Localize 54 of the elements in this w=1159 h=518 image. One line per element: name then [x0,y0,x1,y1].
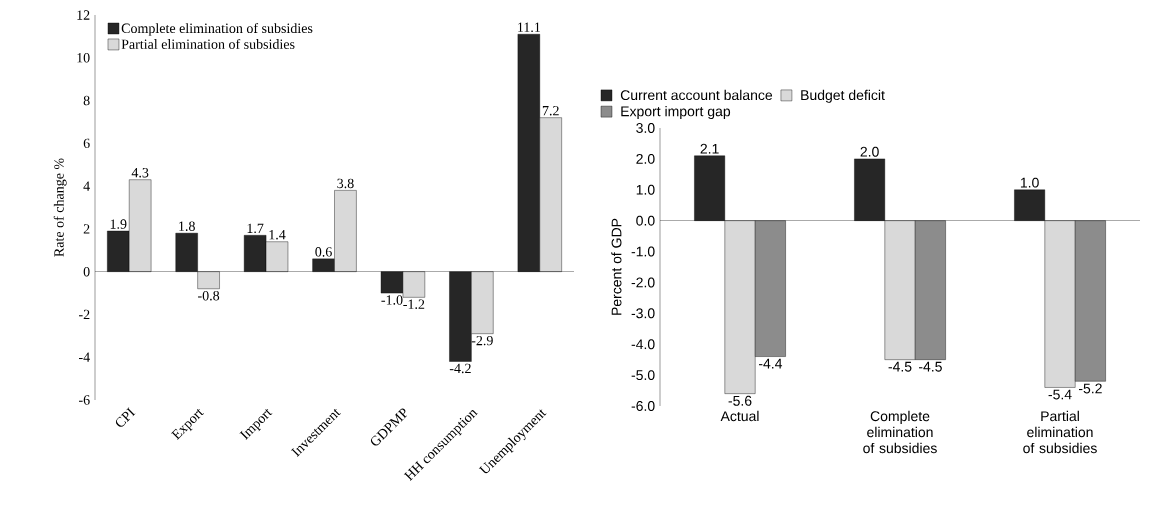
legend-label: Export import gap [621,106,731,120]
y-tick-label: -1.0 [631,246,655,257]
data-label: -4.5 [918,361,942,372]
y-tick-label: -6 [78,395,90,405]
y-tick-label: -2 [78,309,90,320]
y-tick-label: -4 [78,352,90,362]
x-tick-label: Complete elimination of subsidies [863,410,937,454]
x-tick-label: Partial elimination of subsidies [1023,410,1097,454]
data-label: -1.2 [403,299,425,309]
data-label: 4.3 [131,168,149,178]
y-tick-label: 0 [83,266,90,277]
data-label: -5.2 [1078,383,1102,394]
data-label: 2.1 [700,143,719,154]
data-label: -4.5 [888,361,912,372]
y-axis-title: Rate of change % [53,158,67,257]
x-tick-label: CPI [115,407,136,427]
data-label: 2.0 [860,146,879,157]
legend-label: Budget deficit [801,89,885,103]
x-tick-label: Actual [720,410,759,422]
data-label: -4.2 [449,363,471,374]
data-label: 7.2 [542,106,559,116]
data-label: 1.4 [269,230,286,240]
y-tick-label: 3.0 [636,123,655,133]
y-tick-label: -2.0 [631,277,655,288]
y-tick-label: 2 [83,224,90,234]
data-label: 3.8 [337,178,354,189]
data-label: 0.6 [315,247,332,257]
y-tick-label: 6 [83,138,90,149]
data-label: -0.8 [198,290,220,301]
y-tick-label: 4 [83,181,90,191]
y-tick-label: 12 [77,10,90,20]
y-tick-label: -4.0 [631,339,655,350]
y-tick-label: -3.0 [631,308,655,319]
y-tick-label: 2.0 [636,153,655,164]
y-tick-label: 10 [77,53,90,63]
y-tick-label: 8 [83,95,90,106]
data-label: 1.0 [1020,177,1039,188]
data-label: 1.9 [110,219,127,229]
legend-label: Complete elimination of subsidies [121,23,313,36]
data-label: 1.8 [179,221,195,231]
data-label: -1.0 [381,295,403,305]
data-label: -2.9 [471,335,493,346]
y-tick-label: 1.0 [636,184,655,195]
legend-label: Partial elimination of subsidies [121,38,295,49]
data-label: 11.1 [518,22,540,33]
y-tick-label: 0.0 [636,215,655,226]
y-axis-title: Percent of GDP [611,218,622,315]
data-label: 1.7 [247,223,264,234]
legend-label: Current account balance [620,89,773,101]
data-label: -5.4 [1048,389,1072,400]
y-tick-label: -5.0 [631,370,655,381]
data-label: -4.4 [758,358,783,369]
y-tick-label: -6.0 [631,401,655,411]
data-label: -5.6 [728,395,752,406]
